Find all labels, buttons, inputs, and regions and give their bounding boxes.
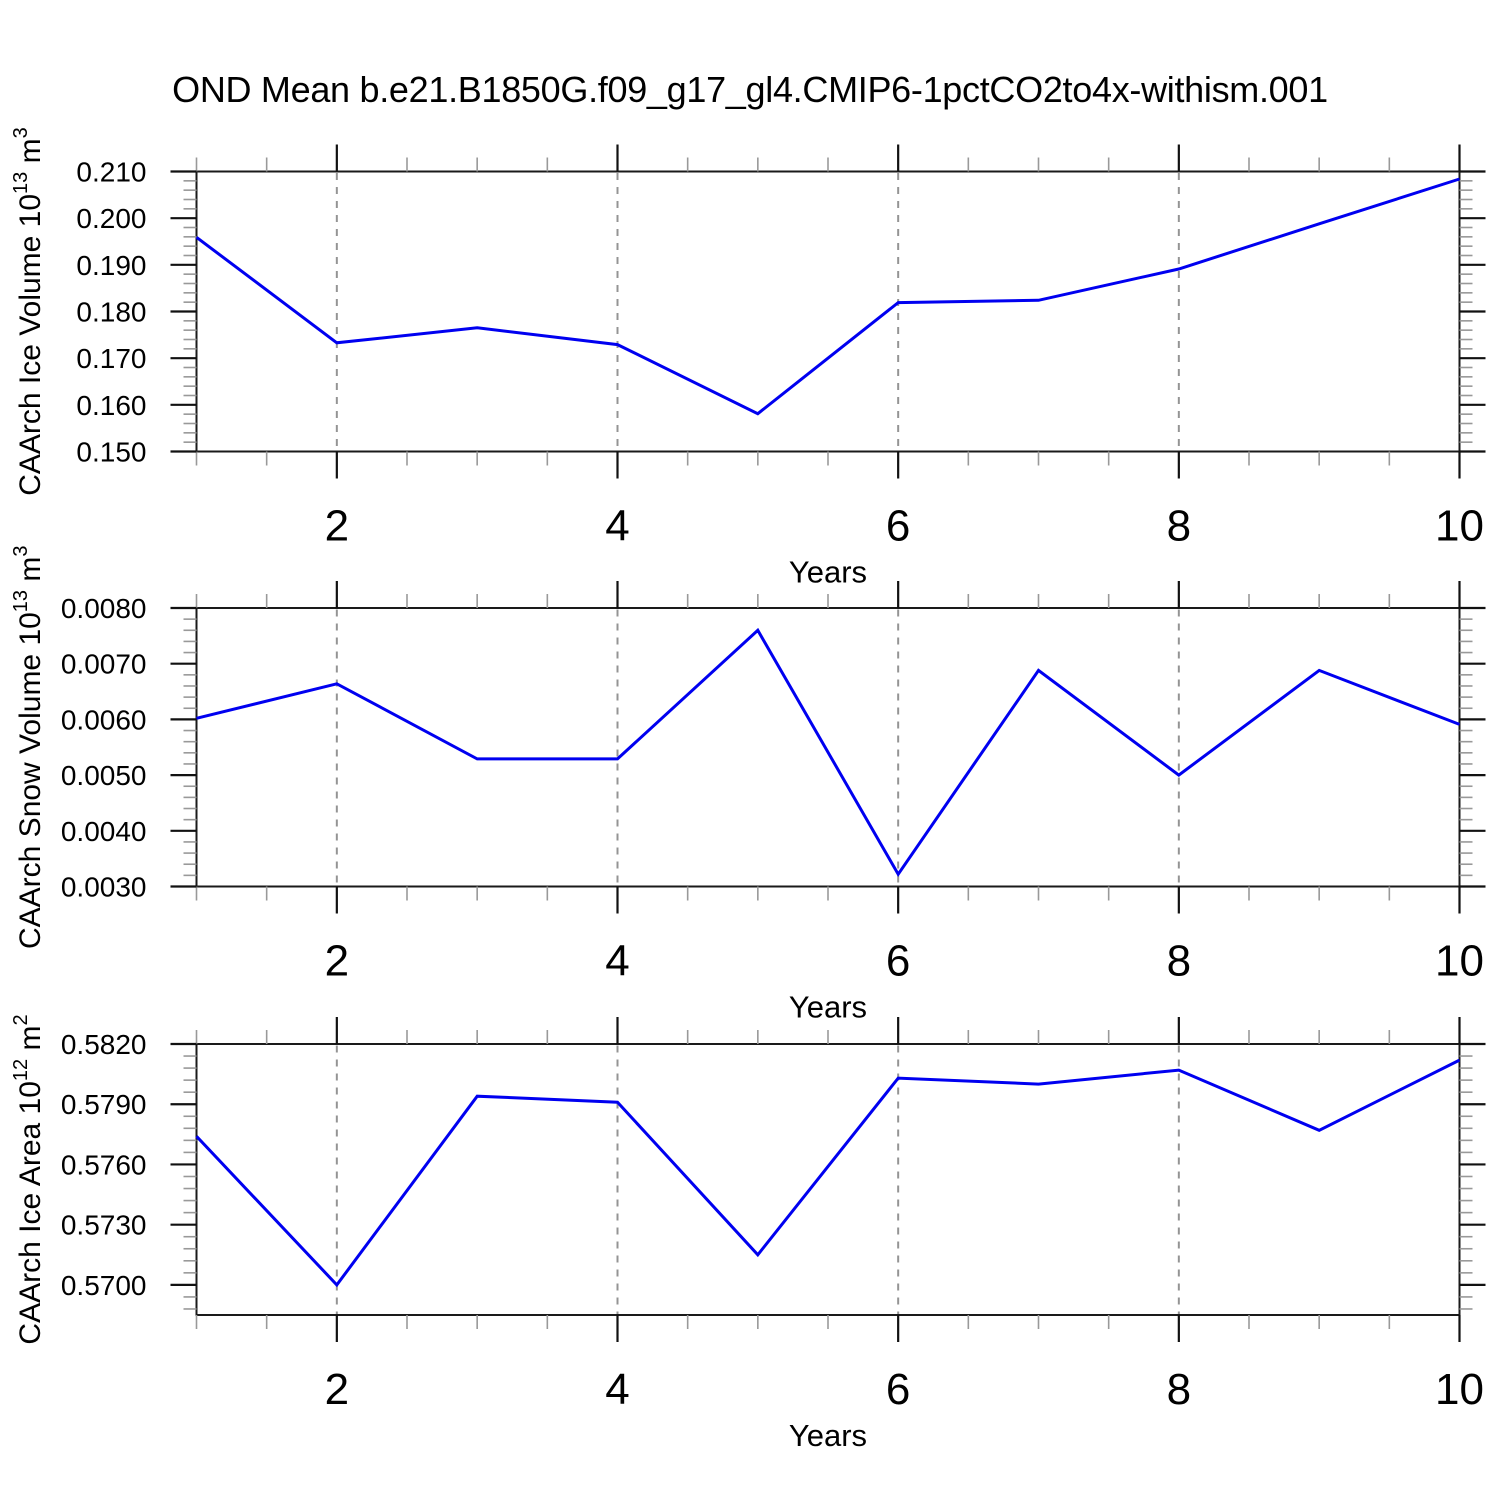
ice-volume-xlabel: Years bbox=[789, 555, 867, 590]
x-tick-label: 10 bbox=[1435, 937, 1484, 986]
x-tick-label: 2 bbox=[325, 1365, 349, 1414]
x-tick-label: 10 bbox=[1435, 502, 1484, 551]
y-tick-label: 0.160 bbox=[76, 390, 146, 421]
x-tick-label: 8 bbox=[1167, 502, 1191, 551]
y-tick-label: 0.0030 bbox=[61, 872, 147, 903]
panels-group: 2 4 6 8 10 0.210 0.200 0.190 0.180 0.170 0.160 0.15… bbox=[10, 127, 1486, 1453]
x-tick-label: 8 bbox=[1167, 1365, 1191, 1414]
ice-area-panel: 2 4 6 8 10 0.5820 0.5790 0.5760 0.5730 0.5700 Year… bbox=[10, 1014, 1486, 1453]
y-tick-label: 0.0040 bbox=[61, 816, 147, 847]
plot-border bbox=[195, 170, 1461, 453]
y-tick-label: 0.0070 bbox=[61, 649, 147, 680]
x-tick-label: 4 bbox=[605, 937, 629, 986]
x-tick-label: 6 bbox=[886, 1365, 910, 1414]
snow-volume-panel: 2 4 6 8 10 0.0080 0.0070 0.0060 0.0050 0.0040 0.00… bbox=[10, 545, 1486, 1025]
snow-volume-ylabel: CAArch Snow Volume 1013 m3 bbox=[10, 545, 47, 949]
y-tick-label: 0.5730 bbox=[61, 1210, 147, 1241]
y-tick-label: 0.170 bbox=[76, 343, 146, 374]
snow-volume-series-line bbox=[196, 627, 1461, 878]
y-tick-label: 0.150 bbox=[76, 437, 146, 468]
x-tick-label: 6 bbox=[886, 502, 910, 551]
y-tick-label: 0.5700 bbox=[61, 1270, 147, 1301]
x-tick-label: 10 bbox=[1435, 1365, 1484, 1414]
y-tick-label: 0.180 bbox=[76, 297, 146, 328]
y-tick-label: 0.200 bbox=[76, 203, 146, 234]
snow-volume-xlabel: Years bbox=[789, 990, 867, 1025]
plot-border bbox=[195, 607, 1461, 888]
x-tick-label: 8 bbox=[1167, 937, 1191, 986]
y-tick-label: 0.0080 bbox=[61, 593, 147, 624]
ice-area-ylabel: CAArch Ice Area 1012 m2 bbox=[10, 1014, 47, 1344]
y-tick-label: 0.5820 bbox=[61, 1029, 147, 1060]
y-tick-label: 0.5790 bbox=[61, 1089, 147, 1120]
x-tick-label: 4 bbox=[605, 1365, 629, 1414]
ice-volume-panel: 2 4 6 8 10 0.210 0.200 0.190 0.180 0.170 0.160 0.15… bbox=[10, 127, 1486, 590]
ice-volume-ylabel: CAArch Ice Volume 1013 m3 bbox=[10, 127, 47, 496]
y-tick-label: 0.210 bbox=[76, 157, 146, 188]
y-tick-label: 0.5760 bbox=[61, 1149, 147, 1180]
x-tick-label: 2 bbox=[325, 502, 349, 551]
ice-volume-series-line bbox=[195, 177, 1460, 416]
x-tick-label: 2 bbox=[325, 937, 349, 986]
y-tick-label: 0.0060 bbox=[61, 704, 147, 735]
y-tick-label: 0.190 bbox=[76, 250, 146, 281]
ice-area-series-line bbox=[195, 1058, 1461, 1288]
chart-title: OND Mean b.e21.B1850G.f09_g17_gl4.CMIP6-… bbox=[172, 69, 1328, 110]
x-tick-label: 4 bbox=[605, 502, 629, 551]
ice-area-xlabel: Years bbox=[789, 1418, 867, 1453]
y-tick-label: 0.0050 bbox=[61, 760, 147, 791]
x-tick-label: 6 bbox=[886, 937, 910, 986]
plot-border bbox=[195, 1043, 1461, 1316]
